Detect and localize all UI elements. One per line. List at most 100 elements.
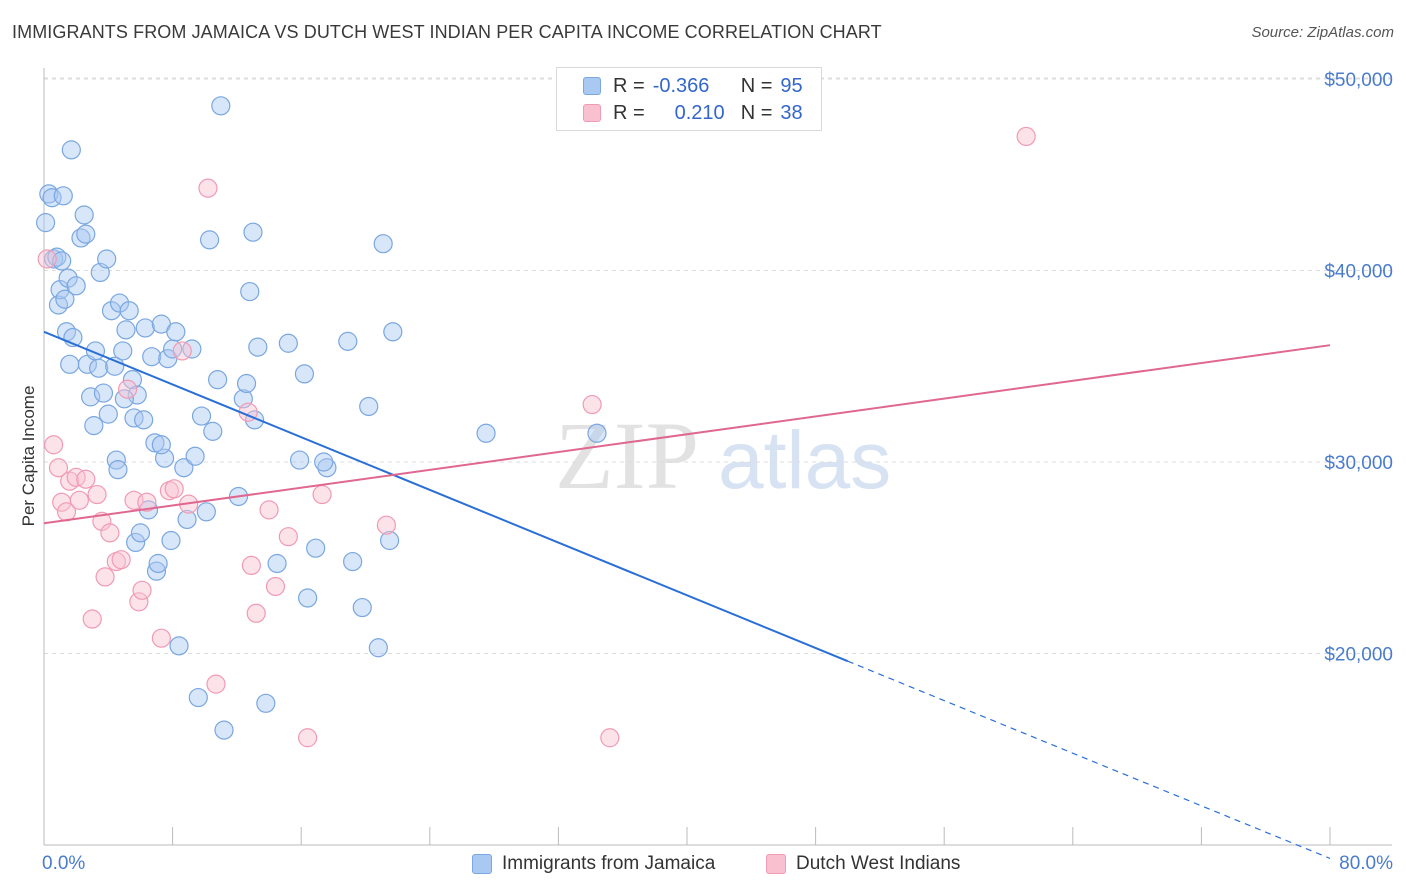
point-jamaica — [58, 268, 78, 288]
point-dutch — [129, 592, 149, 612]
legend-swatch-jamaica — [583, 77, 601, 95]
trend-lines — [43, 330, 1331, 859]
point-jamaica — [66, 276, 86, 296]
point-dutch — [66, 467, 86, 487]
point-jamaica — [98, 404, 118, 424]
point-dutch — [164, 479, 184, 499]
legend-n-value: 38 — [780, 101, 803, 124]
point-jamaica — [142, 347, 162, 367]
point-dutch — [44, 435, 64, 455]
y-tick-label: $30,000 — [1324, 453, 1393, 474]
point-jamaica — [60, 354, 80, 374]
point-jamaica — [113, 341, 133, 361]
point-dutch — [151, 628, 171, 648]
point-dutch — [117, 379, 138, 399]
tick-labels: $20,000 $30,000 $40,000 $50,000 0.0% 80.0% — [42, 70, 1393, 874]
point-jamaica — [126, 532, 146, 553]
legend-n-label: N = — [740, 74, 773, 97]
y-tick-label: $40,000 — [1324, 262, 1393, 283]
point-dutch — [582, 394, 602, 415]
point-jamaica — [93, 383, 114, 403]
point-jamaica — [122, 370, 143, 390]
point-jamaica — [248, 337, 268, 357]
point-jamaica — [53, 186, 73, 206]
legend-row-jamaica: R = -0.366 N = 95 — [583, 74, 803, 98]
point-jamaica — [587, 423, 607, 443]
point-jamaica — [317, 458, 337, 478]
legend-swatch-dutch — [583, 104, 601, 122]
legend-r-value: 0.210 — [674, 101, 725, 124]
point-jamaica — [161, 530, 181, 551]
point-jamaica — [191, 406, 212, 426]
point-jamaica — [182, 339, 202, 359]
x-tick-label-max: 80.0% — [1339, 853, 1393, 874]
point-dutch — [111, 550, 131, 570]
axes — [43, 68, 1392, 846]
point-jamaica — [84, 416, 104, 436]
point-jamaica — [289, 450, 310, 470]
point-jamaica — [52, 251, 72, 271]
point-jamaica — [243, 222, 263, 242]
point-jamaica — [166, 322, 186, 342]
point-jamaica — [135, 318, 155, 338]
point-dutch — [100, 523, 120, 543]
point-dutch — [87, 484, 107, 505]
point-dutch — [132, 580, 152, 600]
point-jamaica — [314, 452, 334, 472]
point-dutch — [298, 728, 318, 748]
point-jamaica — [169, 636, 189, 656]
point-jamaica — [199, 230, 220, 250]
legend-r-value: -0.366 — [652, 74, 710, 97]
point-jamaica — [368, 638, 388, 658]
point-jamaica — [298, 588, 318, 608]
point-dutch — [376, 515, 396, 535]
point-dutch — [1016, 126, 1036, 147]
point-jamaica — [124, 408, 144, 428]
point-jamaica — [97, 249, 117, 269]
point-dutch — [137, 492, 157, 512]
legend-n-label: N = — [740, 101, 773, 124]
point-jamaica — [106, 450, 126, 470]
point-jamaica — [55, 289, 75, 309]
watermark-zip: ZIP — [555, 402, 699, 509]
series-label-jamaica: Immigrants from Jamaica — [502, 853, 716, 874]
point-jamaica — [74, 205, 94, 225]
point-jamaica — [294, 364, 315, 384]
point-dutch — [278, 527, 298, 547]
point-dutch — [48, 458, 69, 478]
point-jamaica — [89, 358, 109, 378]
point-jamaica — [109, 293, 130, 313]
point-jamaica — [214, 720, 234, 740]
point-dutch — [172, 341, 192, 361]
point-jamaica — [343, 551, 363, 572]
point-dutch — [259, 500, 279, 520]
point-jamaica — [240, 281, 260, 302]
point-jamaica — [151, 435, 171, 455]
point-dutch — [600, 728, 620, 748]
point-dutch — [95, 567, 115, 587]
series-swatch-jamaica — [472, 854, 492, 874]
point-jamaica — [267, 553, 287, 574]
series-legend-dutch[interactable]: Dutch West Indians — [766, 853, 960, 875]
y-tick-label: $50,000 — [1324, 70, 1393, 91]
point-jamaica — [383, 322, 403, 342]
series-legend-jamaica[interactable]: Immigrants from Jamaica — [472, 853, 715, 875]
point-jamaica — [119, 301, 139, 321]
point-jamaica — [211, 96, 231, 116]
trend-line-jamaica-extension — [847, 660, 1331, 859]
point-jamaica — [338, 331, 358, 351]
trend-line-dutch — [43, 344, 1331, 525]
point-jamaica — [203, 421, 223, 441]
point-jamaica — [352, 597, 372, 618]
stats-legend: R = -0.366 N = 95 R = 0.210 N = 38 — [556, 67, 822, 131]
legend-n-value: 95 — [780, 74, 803, 97]
y-axis-title: Per Capita Income — [19, 386, 38, 527]
series-label-dutch: Dutch West Indians — [796, 853, 961, 874]
point-jamaica — [306, 538, 326, 558]
point-jamaica — [278, 333, 298, 353]
point-dutch — [206, 674, 226, 694]
point-jamaica — [108, 460, 128, 480]
point-jamaica — [146, 561, 167, 581]
legend-r-label: R = — [613, 101, 645, 124]
